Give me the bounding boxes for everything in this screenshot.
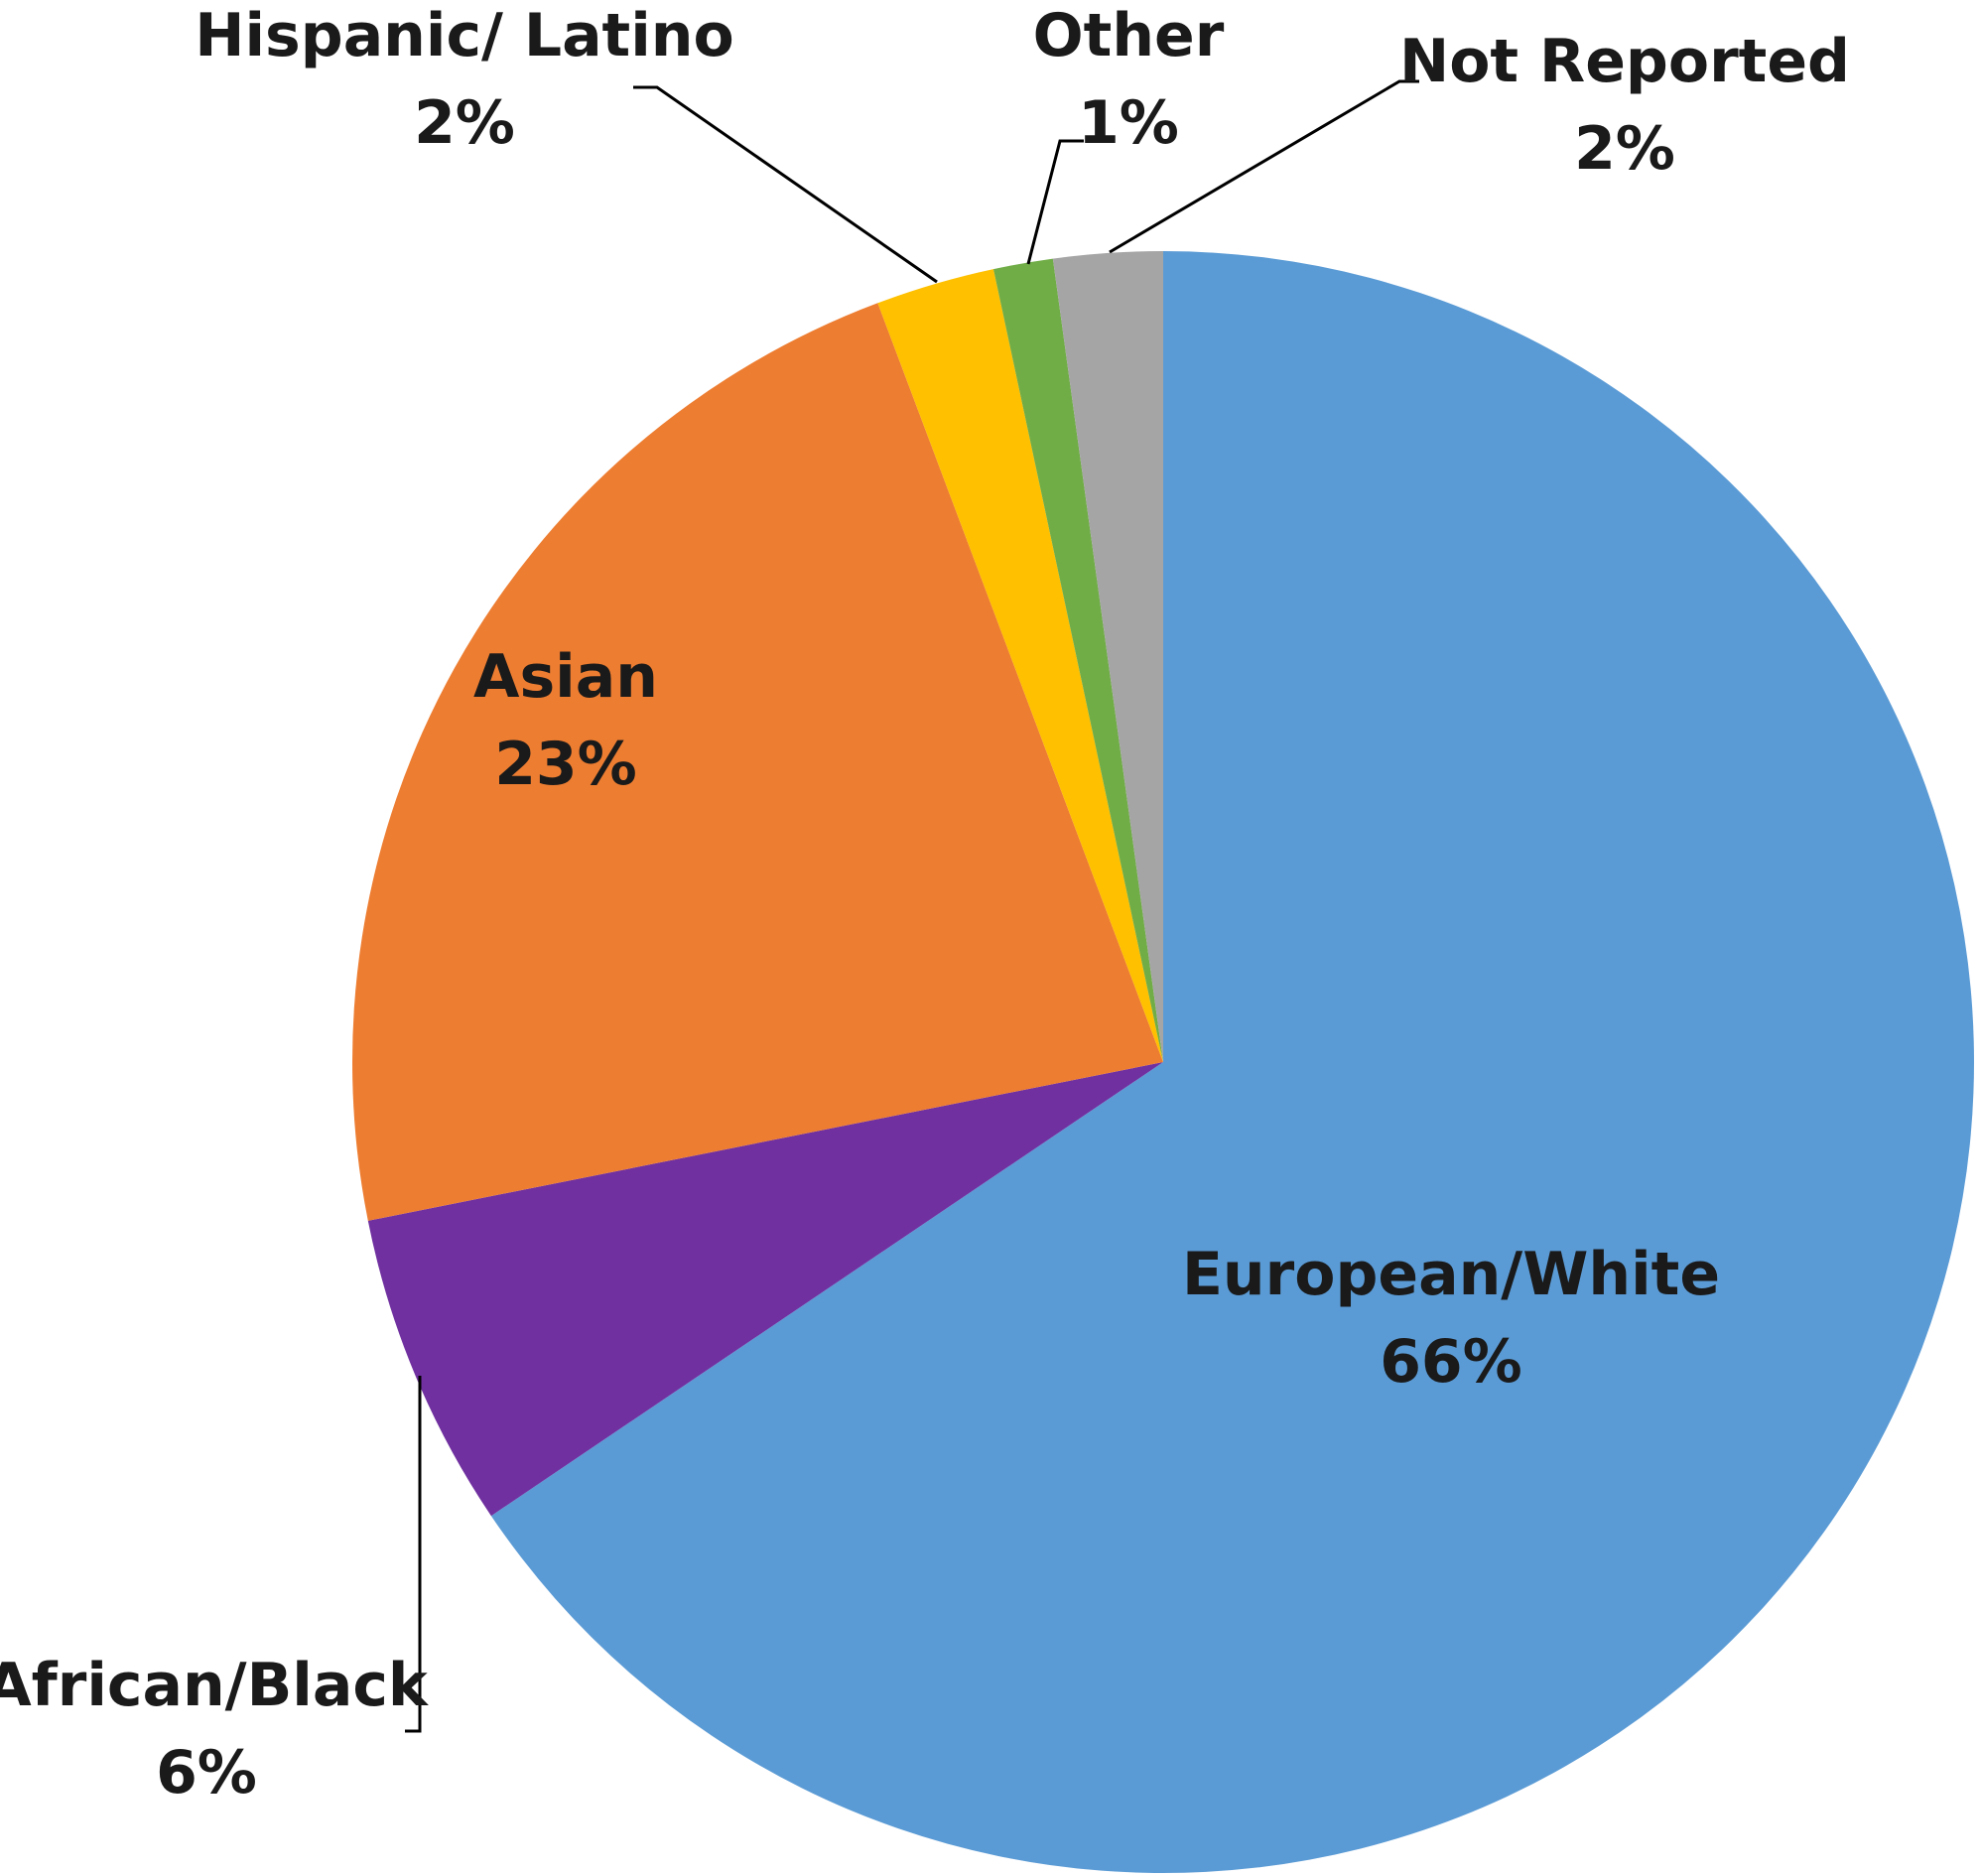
pie-slices [351, 251, 1975, 1873]
pie-slice-not-reported [1052, 251, 1163, 1062]
pie-slice-other [992, 258, 1163, 1063]
leader-line-hispanic-latino [633, 85, 938, 284]
slice-label-asian: Asian [473, 642, 658, 712]
slice-value-asian: 23% [494, 730, 637, 799]
pie-slice-hispanic-latino [877, 269, 1163, 1063]
slice-label-not-reported: Not Reported [1399, 27, 1850, 96]
leader-line-african-black [405, 1376, 422, 1733]
leader-line-not-reported [1109, 79, 1419, 254]
pie-slice-european-white [490, 251, 1975, 1873]
pie-slice-african-black [367, 1062, 1163, 1517]
slice-value-european-white: 66% [1380, 1327, 1522, 1397]
slice-label-african-black: African/Black [0, 1651, 430, 1720]
slice-label-european-white: European/White [1182, 1240, 1720, 1309]
slice-label-hispanic-latino: Hispanic/ Latino [195, 1, 734, 70]
leader-lines [405, 79, 1419, 1733]
slice-value-hispanic-latino: 2% [414, 88, 515, 158]
pie-slice-asian [351, 303, 1163, 1221]
slice-label-other: Other [1033, 1, 1225, 70]
slice-value-not-reported: 2% [1574, 114, 1675, 184]
leader-line-other [1026, 139, 1084, 265]
slice-value-african-black: 6% [156, 1738, 257, 1808]
slice-value-other: 1% [1078, 88, 1179, 158]
